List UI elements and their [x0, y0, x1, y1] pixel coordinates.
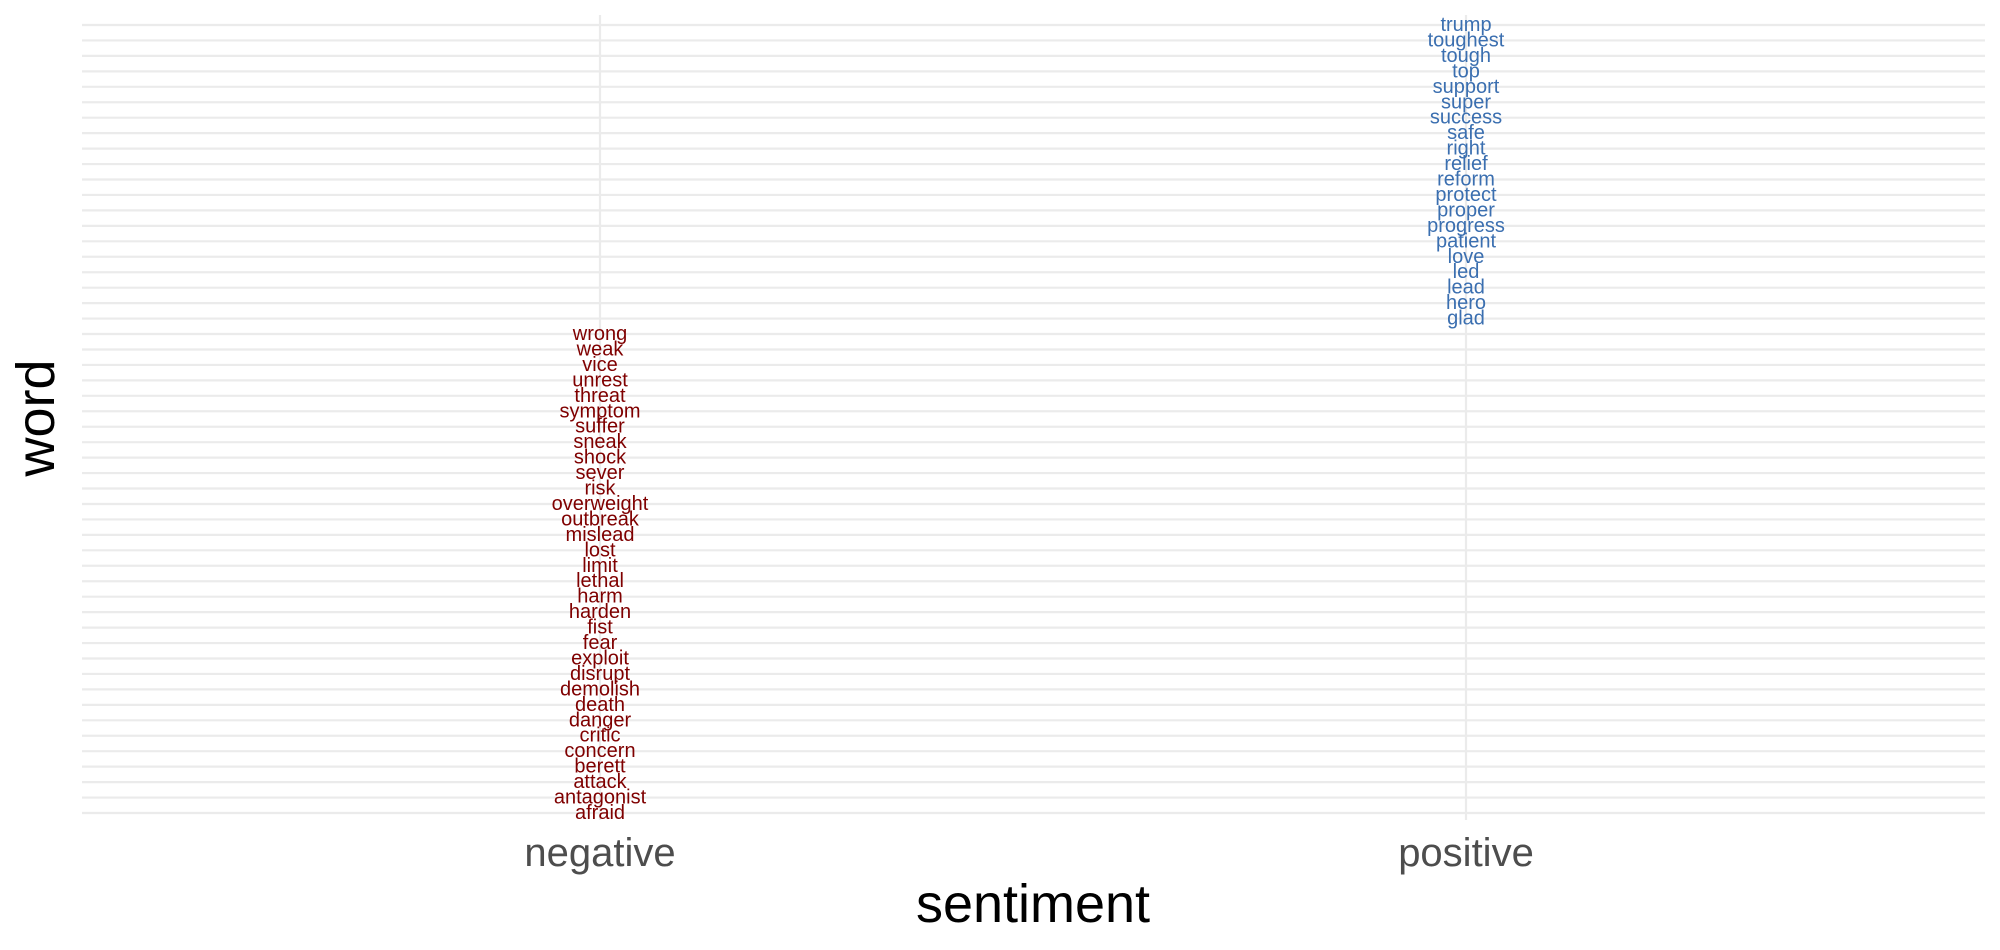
word-label-proper: proper — [1437, 199, 1495, 221]
word-label-protect: protect — [1435, 184, 1497, 206]
word-label-tough: tough — [1441, 45, 1491, 67]
word-label-led: led — [1453, 261, 1480, 283]
word-label-lost: lost — [584, 539, 616, 561]
word-label-exploit: exploit — [571, 647, 629, 669]
word-label-danger: danger — [569, 709, 632, 731]
word-label-outbreak: outbreak — [561, 508, 640, 530]
word-label-reform: reform — [1437, 169, 1495, 191]
word-label-support: support — [1433, 76, 1500, 98]
word-label-sever: sever — [576, 462, 625, 484]
word-label-sneak: sneak — [573, 431, 627, 453]
x-tick-negative: negative — [524, 831, 675, 875]
word-label-patient: patient — [1436, 230, 1496, 252]
word-label-demolish: demolish — [560, 678, 640, 700]
x-tick-labels: negative positive — [524, 831, 1533, 875]
word-label-harden: harden — [569, 601, 631, 623]
word-label-harm: harm — [577, 586, 623, 608]
word-label-limit: limit — [582, 555, 618, 577]
word-label-unrest: unrest — [572, 369, 628, 391]
word-label-top: top — [1452, 60, 1480, 82]
word-label-toughest: toughest — [1428, 29, 1505, 51]
word-label-lead: lead — [1447, 277, 1485, 299]
word-label-symptom: symptom — [559, 400, 640, 422]
word-label-threat: threat — [574, 385, 626, 407]
word-label-disrupt: disrupt — [570, 663, 630, 685]
word-label-wrong: wrong — [572, 323, 627, 345]
word-label-concern: concern — [564, 740, 635, 762]
word-label-relief: relief — [1444, 153, 1488, 175]
word-label-suffer: suffer — [575, 416, 625, 438]
horizontal-gridlines — [82, 23, 1985, 815]
word-label-love: love — [1448, 246, 1485, 268]
word-label-risk: risk — [584, 478, 616, 500]
word-label-berett: berett — [574, 756, 626, 778]
word-label-death: death — [575, 694, 625, 716]
word-label-afraid: afraid — [575, 802, 625, 824]
word-label-overweight: overweight — [552, 493, 649, 515]
word-label-success: success — [1430, 107, 1502, 129]
x-tick-positive: positive — [1398, 831, 1534, 875]
word-label-progress: progress — [1427, 215, 1505, 237]
word-label-mislead: mislead — [566, 524, 635, 546]
word-label-trump: trump — [1440, 14, 1491, 36]
word-label-shock: shock — [574, 447, 627, 469]
word-label-antagonist: antagonist — [554, 787, 647, 809]
word-labels: afraidantagonistattackberettconcerncriti… — [552, 14, 1505, 824]
x-axis-title: sentiment — [916, 874, 1150, 934]
word-label-super: super — [1441, 91, 1491, 113]
word-label-glad: glad — [1447, 308, 1485, 330]
word-label-safe: safe — [1447, 122, 1485, 144]
word-label-fear: fear — [583, 632, 618, 654]
word-label-attack: attack — [573, 771, 627, 793]
word-label-critic: critic — [579, 725, 620, 747]
word-label-hero: hero — [1446, 292, 1486, 314]
y-axis-title: word — [6, 359, 66, 477]
word-label-lethal: lethal — [576, 570, 624, 592]
word-label-vice: vice — [582, 354, 618, 376]
word-label-right: right — [1447, 138, 1486, 160]
word-label-weak: weak — [576, 338, 625, 360]
vertical-gridlines — [598, 15, 1468, 820]
word-label-fist: fist — [587, 617, 613, 639]
